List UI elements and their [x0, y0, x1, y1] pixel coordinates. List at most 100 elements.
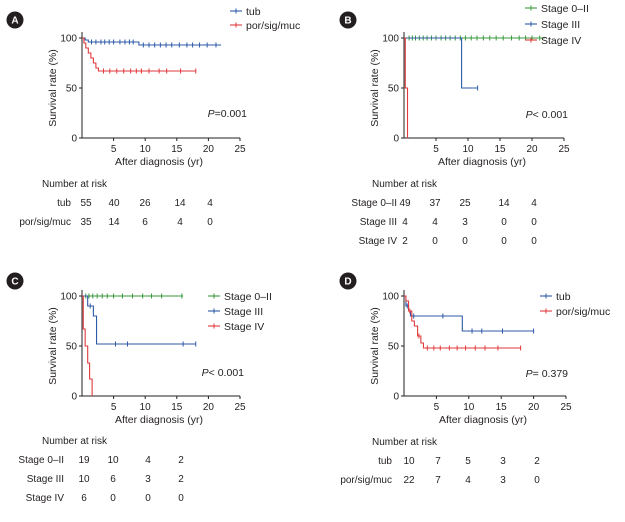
panel-d-y-tick-label: 100 [382, 292, 399, 303]
panel-b-risk-value: 3 [462, 217, 468, 228]
panel-a-badge [6, 11, 24, 29]
panel-a-risk-value: 0 [207, 217, 213, 228]
panel-c-risk-value: 3 [145, 474, 151, 485]
panel-b-risk-value: 4 [402, 217, 408, 228]
panel-d-risk-row-label: por/sig/muc [340, 475, 392, 486]
panel-b-risk-value: 14 [498, 198, 510, 209]
panel-a-x-tick-label: 20 [203, 144, 215, 155]
panel-d-x-tick-label: 25 [560, 402, 572, 413]
panel-b-x-tick-label: 5 [433, 144, 439, 155]
panel-b-risk-value: 25 [459, 198, 471, 209]
panel-c-p-value: P< 0.001 [202, 367, 245, 379]
panel-c-badge [6, 272, 24, 290]
panel-d-legend-label: tub [556, 291, 571, 303]
panel-b-risk-value: 0 [501, 217, 507, 228]
panel-a-y-tick-label: 50 [66, 84, 78, 95]
panel-d-x-tick-label: 5 [434, 402, 440, 413]
panel-a-p-value: P=0.001 [208, 108, 248, 120]
panel-a-risk-title: Number at risk [42, 179, 108, 190]
panel-b-badge-label: B [344, 16, 351, 27]
panel-c-risk-value: 19 [78, 455, 90, 466]
panel-c-risk-value: 10 [107, 455, 119, 466]
panel-b-risk-value: 0 [432, 236, 438, 247]
panel-b-legend-label: Stage 0–II [541, 3, 589, 15]
panel-b-p-value: P< 0.001 [526, 109, 569, 121]
panel-d-risk-row-label: tub [378, 456, 392, 467]
panel-b-series-line [404, 37, 409, 138]
panel-c-risk-value: 0 [178, 493, 184, 504]
panel-a-p-number: =0.001 [215, 108, 248, 120]
panel-b-x-tick-label: 10 [462, 144, 474, 155]
panel-c-p-number: < 0.001 [209, 367, 244, 379]
panel-a-risk-value: 40 [108, 198, 120, 209]
panel-c-badge-label: C [11, 277, 18, 288]
panel-c-y-tick-label: 0 [71, 392, 77, 403]
panel-d-risk-value: 10 [403, 456, 415, 467]
panel-a-x-tick-label: 10 [140, 144, 152, 155]
panel-d-p-symbol: P [526, 368, 533, 380]
panel-b-risk-value: 0 [531, 217, 537, 228]
panel-d-x-tick-label: 15 [496, 402, 508, 413]
panel-d-y-axis-label: Survival rate (%) [369, 307, 381, 385]
panel-d-x-axis-label: After diagnosis (yr) [439, 414, 527, 426]
panel-d-risk-value: 2 [534, 456, 540, 467]
panel-c-risk-value: 2 [178, 474, 184, 485]
panel-b-x-tick-label: 25 [558, 144, 570, 155]
panel-a-x-axis-label: After diagnosis (yr) [115, 156, 203, 168]
panel-b-risk-value: 49 [399, 198, 411, 209]
panel-a-risk-value: 55 [80, 198, 92, 209]
panel-b-x-axis-label: After diagnosis (yr) [438, 156, 526, 168]
panel-b-risk-value: 2 [402, 236, 408, 247]
panel-c-x-axis-label: After diagnosis (yr) [115, 414, 203, 426]
panel-a-legend-label: tub [246, 6, 261, 18]
panel-d-y-tick-label: 0 [393, 392, 399, 403]
panel-a-risk-value: 4 [207, 198, 213, 209]
panel-c-risk-value: 2 [178, 455, 184, 466]
panel-a-risk-row-label: tub [57, 198, 71, 209]
panel-d-risk-value: 7 [435, 475, 441, 486]
panel-a-series-line [82, 37, 222, 46]
panel-d-p-number: = 0.379 [533, 368, 568, 380]
panel-a-risk-value: 14 [174, 198, 186, 209]
panel-d-risk-value: 3 [500, 456, 506, 467]
panel-b-risk-row-label: Stage III [360, 217, 397, 228]
panel-d-risk-title: Number at risk [372, 437, 438, 448]
panel-c-legend-label: Stage IV [224, 321, 264, 333]
panel-a: A 0 50 100 5 10 15 20 25 Survival rate (%) After d… [6, 6, 300, 228]
panel-d-badge [339, 272, 357, 290]
panel-b-badge [339, 11, 357, 29]
panel-a-y-tick-label: 0 [71, 134, 77, 145]
panel-b-legend-label: Stage IV [541, 35, 581, 47]
panel-d-risk-value: 7 [435, 456, 441, 467]
panel-c-legend-label: Stage 0–II [224, 291, 272, 303]
panel-c-x-tick-label: 15 [171, 402, 183, 413]
panel-b-series-line [404, 37, 478, 89]
panel-a-badge-label: A [11, 16, 18, 27]
panel-b-x-tick-label: 15 [494, 144, 506, 155]
panel-d-risk-value: 5 [465, 456, 471, 467]
panel-d-series-line [404, 295, 534, 332]
panel-c-risk-row-label: Stage III [27, 474, 64, 485]
panel-a-y-axis-label: Survival rate (%) [47, 49, 59, 127]
panel-b-risk-value: 0 [531, 236, 537, 247]
panel-b-risk-value: 4 [531, 198, 537, 209]
panel-b-risk-value: 37 [429, 198, 441, 209]
panel-a-risk-value: 6 [142, 217, 148, 228]
panel-a-risk-value: 14 [108, 217, 120, 228]
panel-c-series-line [82, 295, 93, 396]
panel-d-risk-value: 22 [403, 475, 415, 486]
panel-b-risk-value: 0 [462, 236, 468, 247]
panel-d-badge-label: D [344, 277, 351, 288]
panel-b-y-axis-label: Survival rate (%) [369, 49, 381, 127]
panel-d-risk-value: 4 [465, 475, 471, 486]
panel-a-y-tick-label: 100 [60, 34, 77, 45]
panel-c-series-line [82, 295, 196, 345]
panel-d-legend-label: por/sig/muc [556, 306, 610, 318]
panel-c-y-tick-label: 100 [60, 292, 77, 303]
panel-c-x-tick-label: 20 [203, 402, 215, 413]
panel-c-risk-row-label: Stage IV [26, 493, 65, 504]
